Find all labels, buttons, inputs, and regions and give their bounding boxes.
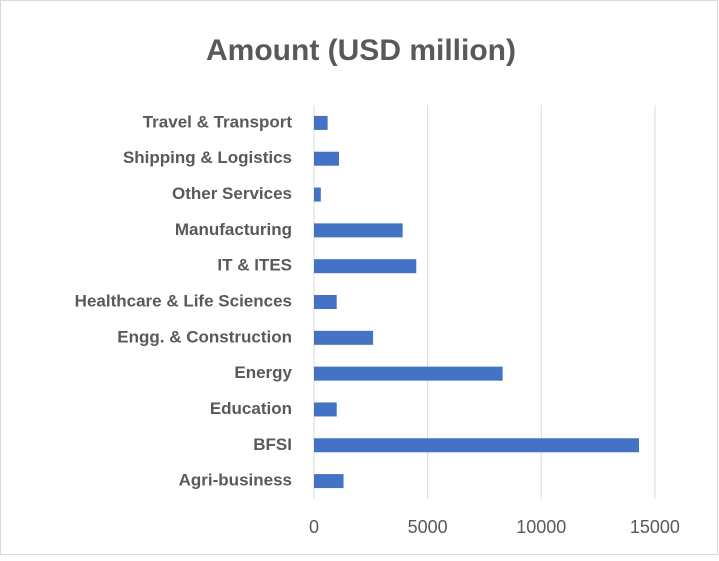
bar — [314, 330, 374, 345]
y-tick-label: Healthcare & Life Sciences — [75, 291, 292, 310]
y-tick-label: Manufacturing — [175, 220, 292, 239]
bar — [314, 366, 503, 381]
bar — [314, 438, 639, 453]
chart-title: Amount (USD million) — [206, 34, 516, 67]
y-tick-label: Education — [210, 399, 292, 418]
bar — [314, 402, 337, 417]
x-tick-label: 10000 — [516, 517, 566, 537]
x-tick-label: 15000 — [630, 517, 680, 537]
bar — [314, 151, 339, 166]
bar — [314, 295, 337, 309]
y-tick-label: Agri-business — [179, 471, 292, 490]
y-tick-label: Travel & Transport — [143, 112, 293, 131]
y-tick-label: Energy — [234, 363, 292, 382]
x-tick-label: 5000 — [408, 517, 448, 537]
y-tick-label: Other Services — [172, 184, 292, 203]
bar — [314, 474, 344, 489]
y-tick-label: Shipping & Logistics — [123, 148, 292, 167]
y-tick-label: BFSI — [253, 435, 292, 454]
bar — [314, 259, 417, 274]
y-tick-label: Engg. & Construction — [117, 327, 292, 346]
x-tick-label: 0 — [309, 517, 319, 537]
bar — [314, 187, 321, 202]
y-tick-label: IT & ITES — [217, 256, 292, 275]
bar — [314, 223, 403, 238]
bar — [314, 115, 328, 130]
